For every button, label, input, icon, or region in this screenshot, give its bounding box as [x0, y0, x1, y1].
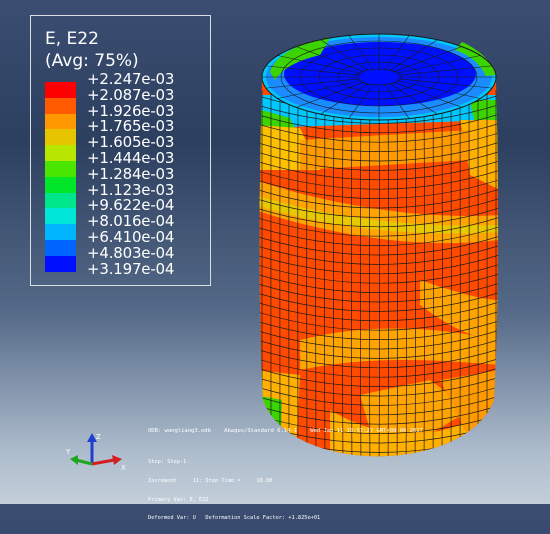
- primary-var: Primary Var: E, E22: [148, 496, 209, 503]
- legend-value: +9.622e-04: [87, 196, 175, 215]
- legend-swatch: [45, 208, 76, 225]
- legend-swatch: [45, 129, 76, 146]
- legend-color-bar: [45, 82, 76, 272]
- legend-value: +1.284e-03: [87, 164, 175, 183]
- legend-value: +8.016e-04: [87, 212, 175, 231]
- contour-legend: E, E22 (Avg: 75%) +2.247e-03 +2.087e-03 +1…: [30, 15, 211, 286]
- legend-swatch: [45, 113, 76, 130]
- legend-swatch: [45, 192, 76, 209]
- legend-swatch: [45, 97, 76, 114]
- triad-z-arrow: [87, 433, 97, 442]
- cylinder-top-cap: [261, 33, 497, 121]
- legend-value: +1.605e-03: [87, 133, 175, 152]
- triad-y-arrow: [70, 455, 78, 465]
- triad-y-axis: [75, 458, 93, 466]
- legend-swatch: [45, 176, 76, 193]
- triad-x-axis: [91, 458, 115, 466]
- legend-value: +1.123e-03: [87, 180, 175, 199]
- model-info: ODB: wangliang3.odb Abaqus/Standard 6.14…: [148, 414, 423, 449]
- legend-value: +4.803e-04: [87, 243, 175, 262]
- legend-subtitle: (Avg: 75%): [45, 51, 139, 71]
- legend-value: +6.410e-04: [87, 227, 175, 246]
- step-info: Step: Step-1 Increment 11: Step Time = 1…: [148, 447, 320, 534]
- legend-value: +2.087e-03: [87, 85, 175, 104]
- legend-value: +1.444e-03: [87, 148, 175, 167]
- legend-swatch: [45, 160, 76, 177]
- legend-value: +1.765e-03: [87, 117, 175, 136]
- legend-value: +2.247e-03: [87, 70, 175, 88]
- contour-plot-cylinder: [259, 33, 499, 457]
- legend-swatch: [45, 145, 76, 161]
- deformed-var: Deformed Var: U Deformation Scale Factor…: [148, 515, 321, 522]
- triad-y-label: Y: [65, 448, 71, 456]
- legend-swatch: [45, 82, 76, 98]
- legend-swatch: [45, 255, 76, 272]
- orientation-triad: Z X Y: [65, 433, 126, 472]
- triad-x-label: X: [121, 464, 126, 472]
- odb-info-line: ODB: wangliang3.odb Abaqus/Standard 6.14…: [148, 428, 423, 434]
- mesh-grid: [259, 89, 499, 457]
- legend-value: +1.926e-03: [87, 101, 175, 120]
- step-name: Step: Step-1: [148, 459, 187, 466]
- legend-value: +3.197e-04: [87, 259, 175, 278]
- triad-z-label: Z: [96, 433, 101, 441]
- legend-swatch: [45, 224, 76, 240]
- legend-swatch: [45, 239, 76, 256]
- legend-values: +2.247e-03 +2.087e-03 +1.926e-03 +1.765e-03…: [87, 70, 211, 278]
- legend-title: E, E22: [45, 29, 99, 49]
- increment-info: Increment 11: Step Time = 10.00: [148, 478, 273, 485]
- triad-x-arrow: [112, 455, 122, 465]
- abaqus-viewport[interactable]: E, E22 (Avg: 75%) +2.247e-03 +2.087e-03 +1…: [0, 0, 550, 521]
